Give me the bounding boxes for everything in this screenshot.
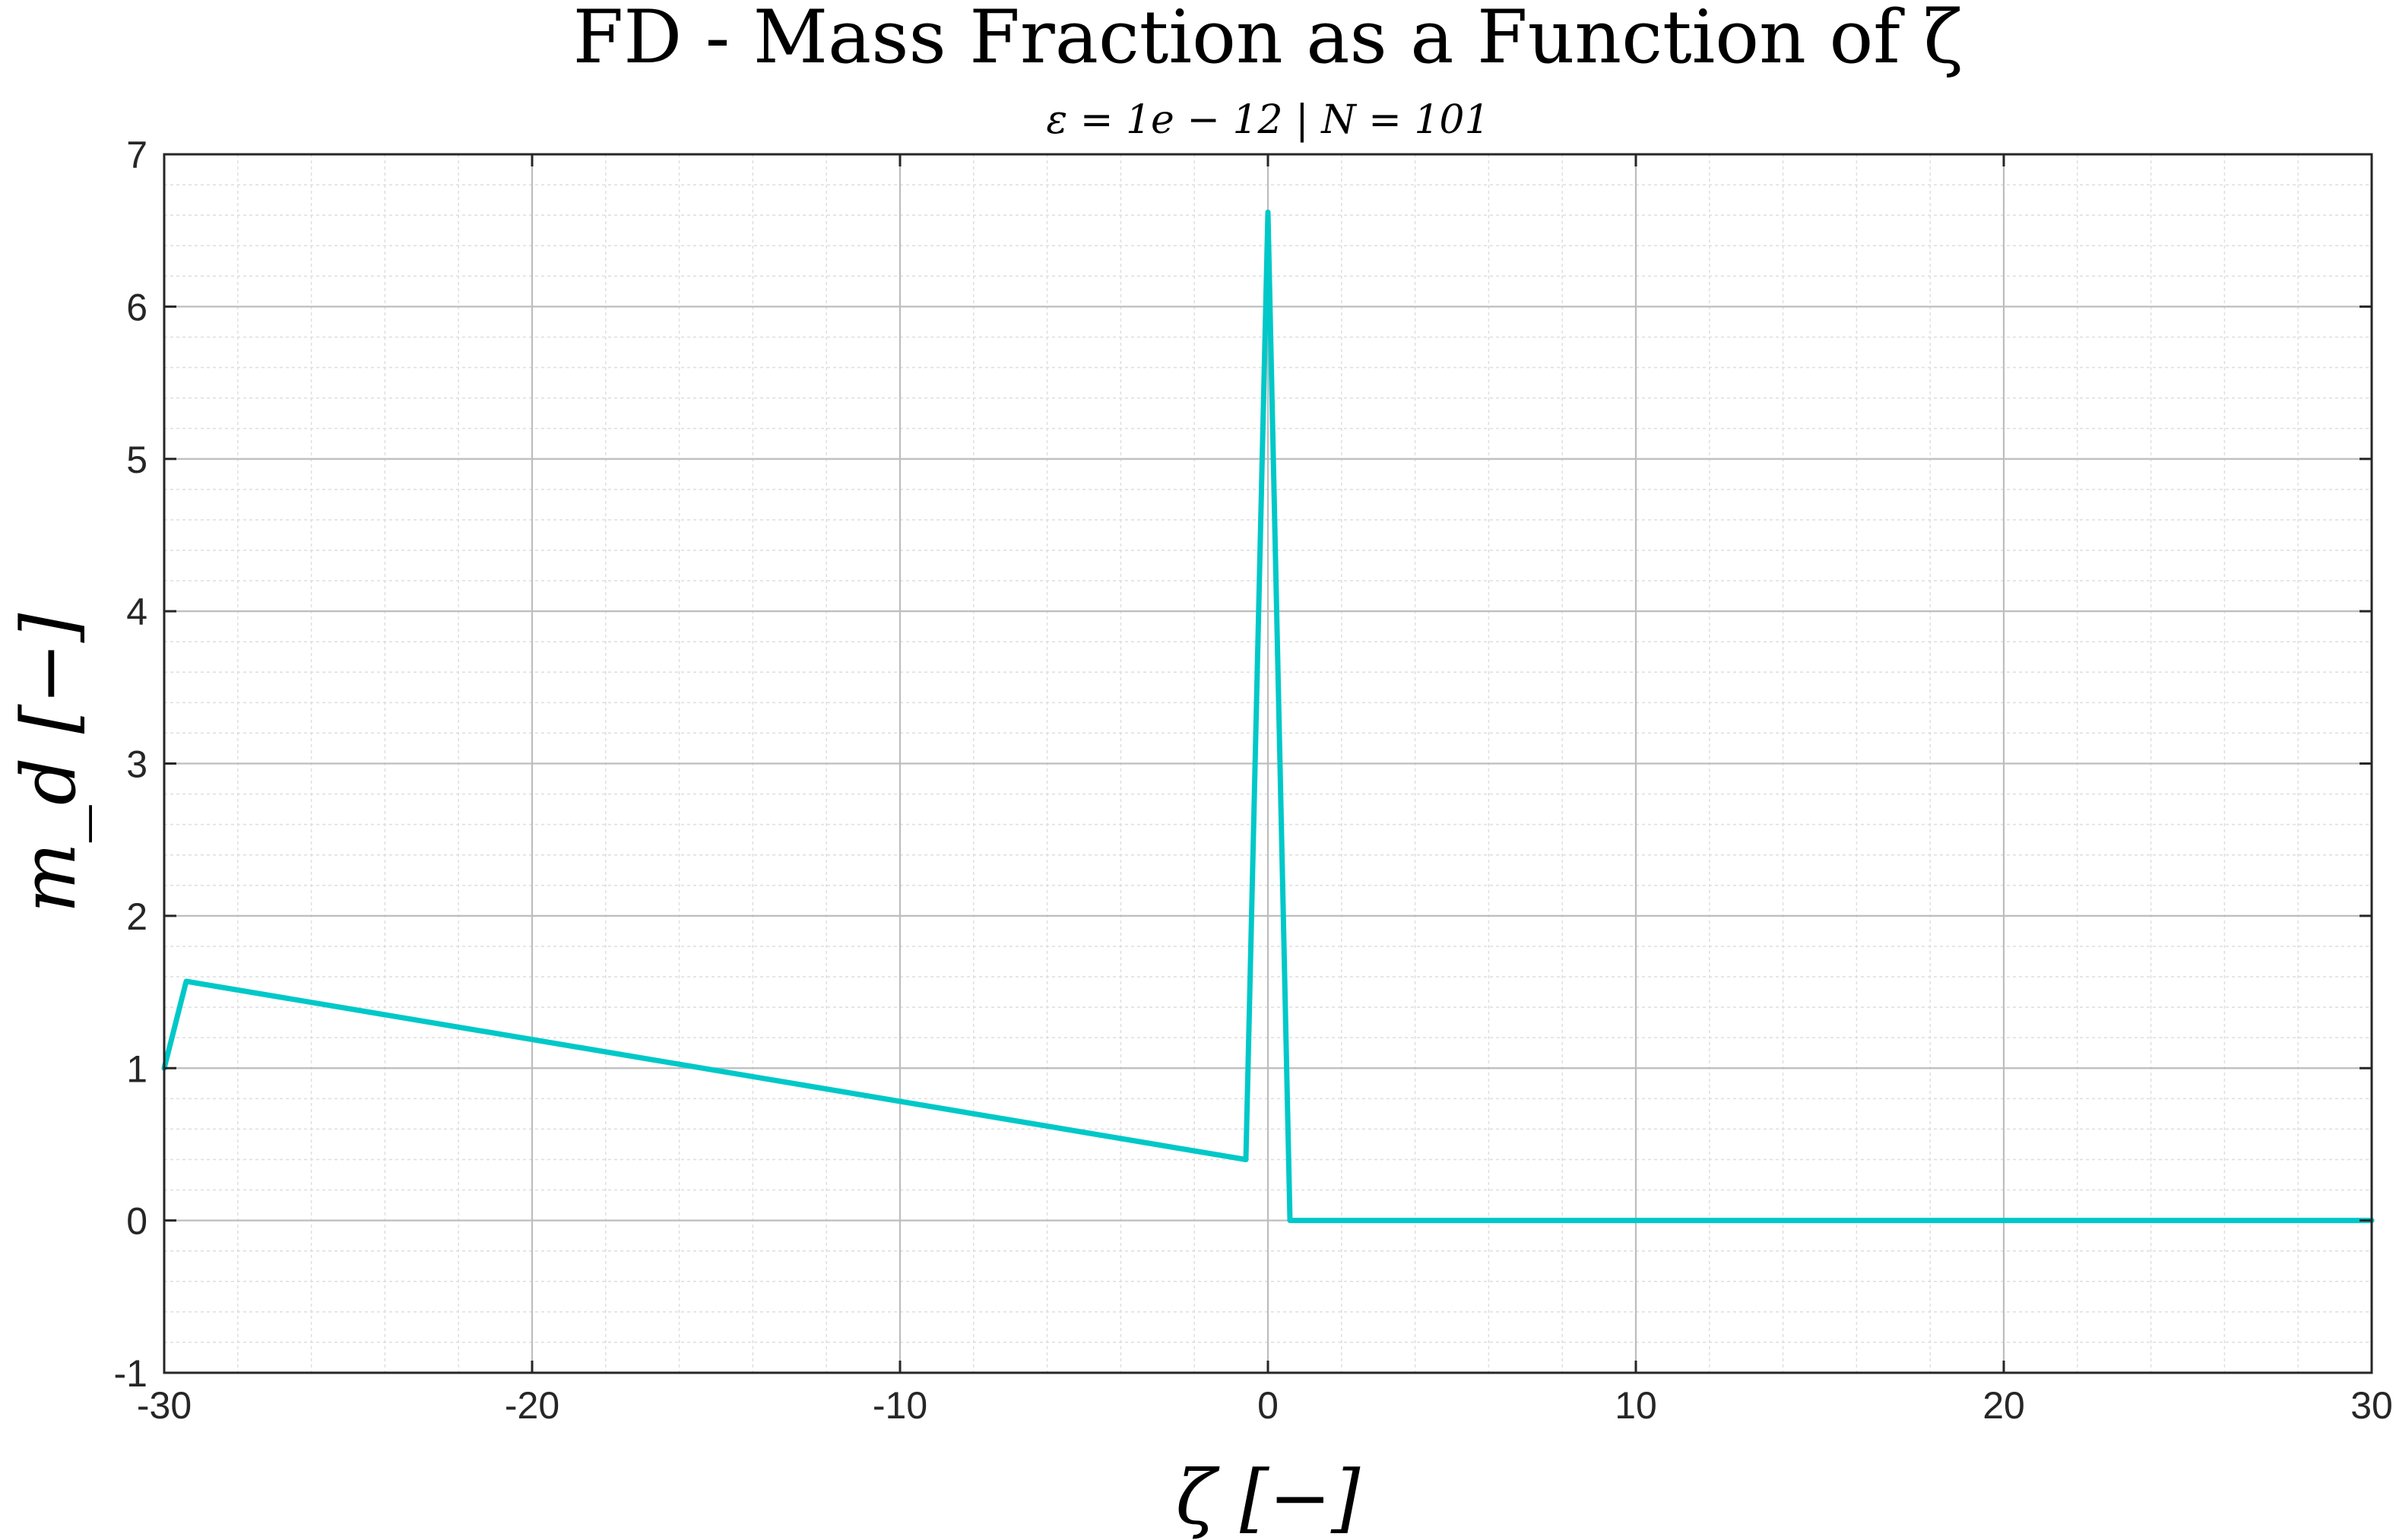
y-tick-label: 4 (126, 591, 147, 633)
y-tick-label: 0 (126, 1200, 147, 1243)
x-tick-label: 10 (1615, 1384, 1657, 1427)
x-tick-label: -10 (873, 1384, 927, 1427)
x-tick-label: 30 (2350, 1384, 2393, 1427)
x-axis-label: ζ [−] (1176, 1455, 1361, 1540)
grid (163, 153, 2373, 1374)
y-tick-label: -1 (114, 1352, 147, 1395)
series-layer (161, 209, 2375, 1224)
x-tick-label: 0 (1257, 1384, 1279, 1427)
y-tick-label: 3 (126, 743, 147, 786)
y-tick-label: 6 (126, 286, 147, 328)
x-tick-label: 20 (1982, 1384, 2025, 1427)
chart-subtitle: ε = 1e − 12 | N = 101 (1046, 97, 1489, 143)
x-tick-label: -20 (505, 1384, 559, 1427)
series-line (161, 209, 2375, 1224)
y-tick-label: 2 (126, 895, 147, 938)
x-tick-label: -30 (137, 1384, 192, 1427)
y-tick-label: 1 (126, 1047, 147, 1090)
y-axis-label: m_d [−] (6, 613, 93, 913)
y-tick-label: 7 (126, 134, 147, 176)
chart-title: FD - Mass Fraction as a Function of ζ (573, 0, 1963, 80)
y-tick-label: 5 (126, 439, 147, 481)
